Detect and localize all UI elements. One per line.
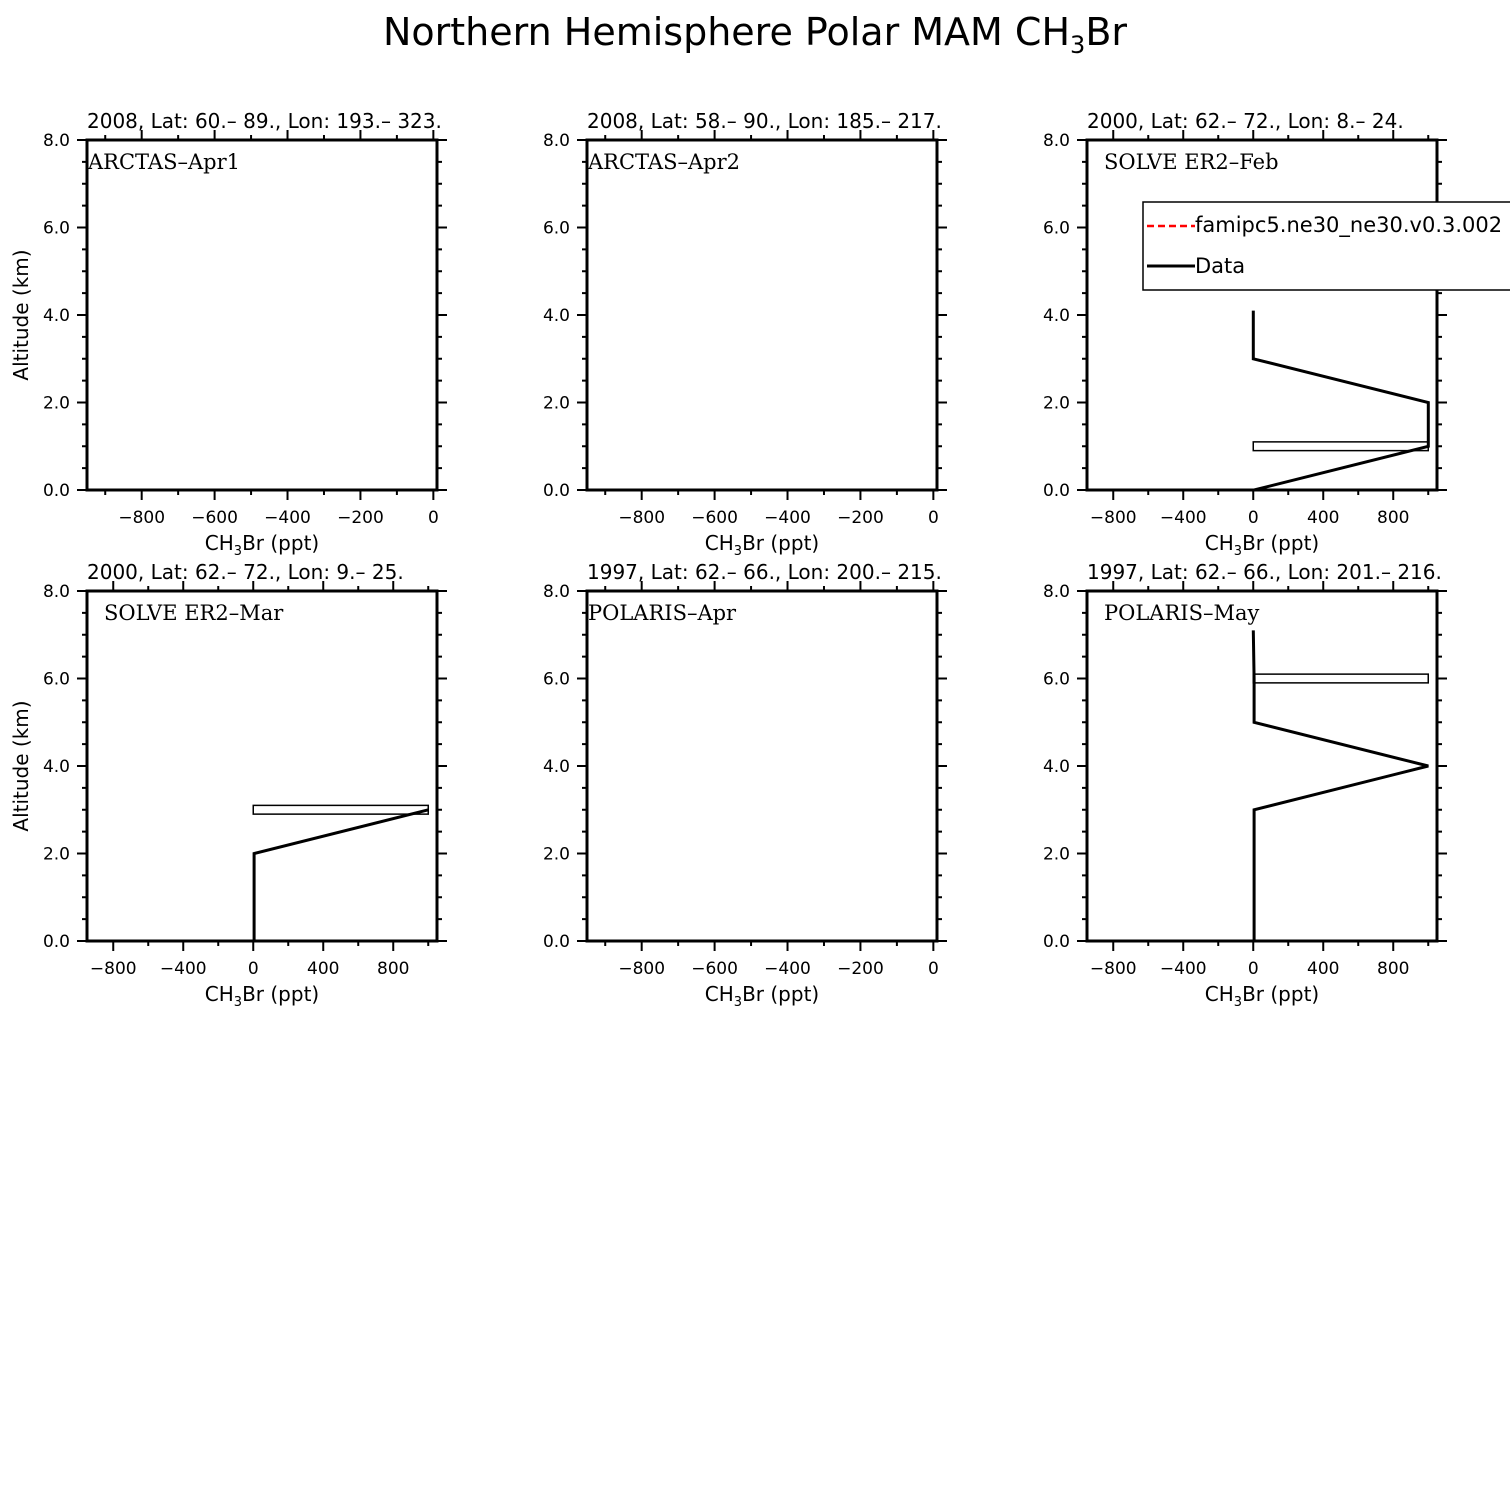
panel-header: 1997, Lat: 62.– 66., Lon: 200.– 215. — [587, 560, 942, 584]
x-tick-label: −800 — [618, 959, 665, 979]
panel-2: 2008, Lat: 58.– 90., Lon: 185.– 217. 0.0 2… — [543, 109, 947, 559]
y-tick-label: 0.0 — [543, 932, 570, 952]
data-series-line — [1251, 310, 1430, 492]
panel-1: 2008, Lat: 60.– 89., Lon: 193.– 323. 0.0 2… — [9, 109, 447, 559]
x-axis-label: CH3Br (ppt) — [205, 982, 319, 1010]
x-tick-label: −400 — [764, 508, 811, 528]
x-tick-label: −800 — [90, 959, 137, 979]
x-tick-label: 800 — [1377, 959, 1409, 979]
campaign-label: SOLVE ER2–Feb — [1104, 150, 1279, 174]
x-axis-label: CH3Br (ppt) — [705, 531, 819, 559]
x-tick-label: 0 — [928, 959, 939, 979]
x-tick-label: −400 — [1160, 959, 1207, 979]
y-tick-label: 8.0 — [543, 131, 570, 151]
y-tick-label: 4.0 — [543, 306, 570, 326]
x-tick-label: −600 — [691, 959, 738, 979]
y-tick-label: 8.0 — [43, 582, 70, 602]
x-tick-label: 0 — [1248, 508, 1259, 528]
panel-header: 2008, Lat: 60.– 89., Lon: 193.– 323. — [87, 109, 442, 133]
x-tick-label: −800 — [118, 508, 165, 528]
legend: famipc5.ne30_ne30.v0.3.002 Data — [1142, 201, 1510, 291]
x-tick-label: −800 — [1090, 508, 1137, 528]
x-tick-label: 0 — [248, 959, 259, 979]
x-tick-label: −800 — [1090, 959, 1137, 979]
x-tick-label: 400 — [1307, 508, 1339, 528]
legend-model-label: famipc5.ne30_ne30.v0.3.002 — [1195, 213, 1502, 238]
x-axis-label: CH3Br (ppt) — [205, 531, 319, 559]
y-tick-label: 4.0 — [1043, 306, 1070, 326]
y-tick-label: 8.0 — [543, 582, 570, 602]
x-tick-label: −800 — [618, 508, 665, 528]
x-tick-label: 0 — [428, 508, 439, 528]
data-series-line — [1251, 630, 1429, 941]
y-tick-label: 4.0 — [43, 757, 70, 777]
campaign-label: ARCTAS–Apr1 — [87, 150, 240, 174]
panel-header: 2008, Lat: 58.– 90., Lon: 185.– 217. — [587, 109, 942, 133]
y-tick-label: 2.0 — [1043, 845, 1070, 865]
legend-box — [1142, 201, 1510, 291]
y-tick-label: 2.0 — [543, 845, 570, 865]
panel-5: 1997, Lat: 62.– 66., Lon: 200.– 215. 0.0 2… — [543, 560, 947, 1010]
campaign-label: SOLVE ER2–Mar — [104, 601, 284, 625]
x-tick-label: 0 — [928, 508, 939, 528]
campaign-label: ARCTAS–Apr2 — [587, 150, 740, 174]
y-tick-label: 0.0 — [43, 932, 70, 952]
y-tick-label: 0.0 — [543, 481, 570, 501]
y-tick-label: 2.0 — [1043, 394, 1070, 414]
y-tick-label: 4.0 — [43, 306, 70, 326]
y-tick-label: 8.0 — [1043, 131, 1070, 151]
y-tick-label: 6.0 — [1043, 219, 1070, 239]
y-tick-label: 8.0 — [1043, 582, 1070, 602]
x-tick-label: −200 — [837, 508, 884, 528]
y-axis-label: Altitude (km) — [9, 700, 33, 831]
x-tick-label: 800 — [1377, 508, 1409, 528]
x-tick-label: 400 — [307, 959, 339, 979]
y-tick-label: 0.0 — [1043, 932, 1070, 952]
x-tick-label: −600 — [691, 508, 738, 528]
x-tick-label: 0 — [1248, 959, 1259, 979]
panel-header: 2000, Lat: 62.– 72., Lon: 8.– 24. — [1087, 109, 1404, 133]
x-tick-label: −400 — [764, 959, 811, 979]
panel-3: 2000, Lat: 62.– 72., Lon: 8.– 24. 0.0 2.0 4… — [1043, 109, 1510, 559]
x-tick-label: 400 — [1307, 959, 1339, 979]
y-tick-label: 6.0 — [1043, 670, 1070, 690]
panel-4: 2000, Lat: 62.– 72., Lon: 9.– 25. 0.0 2.0 4… — [9, 560, 447, 1010]
x-tick-label: −200 — [837, 959, 884, 979]
x-tick-label: −400 — [160, 959, 207, 979]
y-tick-label: 6.0 — [43, 219, 70, 239]
y-tick-label: 2.0 — [43, 845, 70, 865]
y-tick-label: 0.0 — [43, 481, 70, 501]
y-tick-label: 8.0 — [43, 131, 70, 151]
x-tick-label: −400 — [264, 508, 311, 528]
campaign-label: POLARIS–Apr — [588, 601, 737, 625]
panels: 2008, Lat: 60.– 89., Lon: 193.– 323.0.02… — [9, 109, 1510, 1010]
y-tick-label: 6.0 — [543, 670, 570, 690]
legend-data-label: Data — [1195, 254, 1245, 278]
data-series-line — [252, 808, 429, 941]
x-tick-label: −600 — [191, 508, 238, 528]
y-tick-label: 2.0 — [43, 394, 70, 414]
x-axis-label: CH3Br (ppt) — [1205, 982, 1319, 1010]
y-tick-label: 4.0 — [543, 757, 570, 777]
panel-header: 1997, Lat: 62.– 66., Lon: 201.– 216. — [1087, 560, 1442, 584]
panel-header: 2000, Lat: 62.– 72., Lon: 9.– 25. — [87, 560, 404, 584]
x-axis-label: CH3Br (ppt) — [705, 982, 819, 1010]
x-axis-label: CH3Br (ppt) — [1205, 531, 1319, 559]
figure-title: Northern Hemisphere Polar MAM CH3Br — [383, 10, 1127, 59]
y-tick-label: 2.0 — [543, 394, 570, 414]
y-tick-label: 0.0 — [1043, 481, 1070, 501]
y-tick-label: 6.0 — [43, 670, 70, 690]
x-tick-label: −200 — [337, 508, 384, 528]
y-tick-label: 6.0 — [543, 219, 570, 239]
y-tick-label: 4.0 — [1043, 757, 1070, 777]
panel-6: 1997, Lat: 62.– 66., Lon: 201.– 216. 0.0 2… — [1043, 560, 1447, 1010]
x-tick-label: 800 — [377, 959, 409, 979]
x-tick-label: −400 — [1160, 508, 1207, 528]
campaign-label: POLARIS–May — [1104, 601, 1259, 625]
y-axis-label: Altitude (km) — [9, 249, 33, 380]
